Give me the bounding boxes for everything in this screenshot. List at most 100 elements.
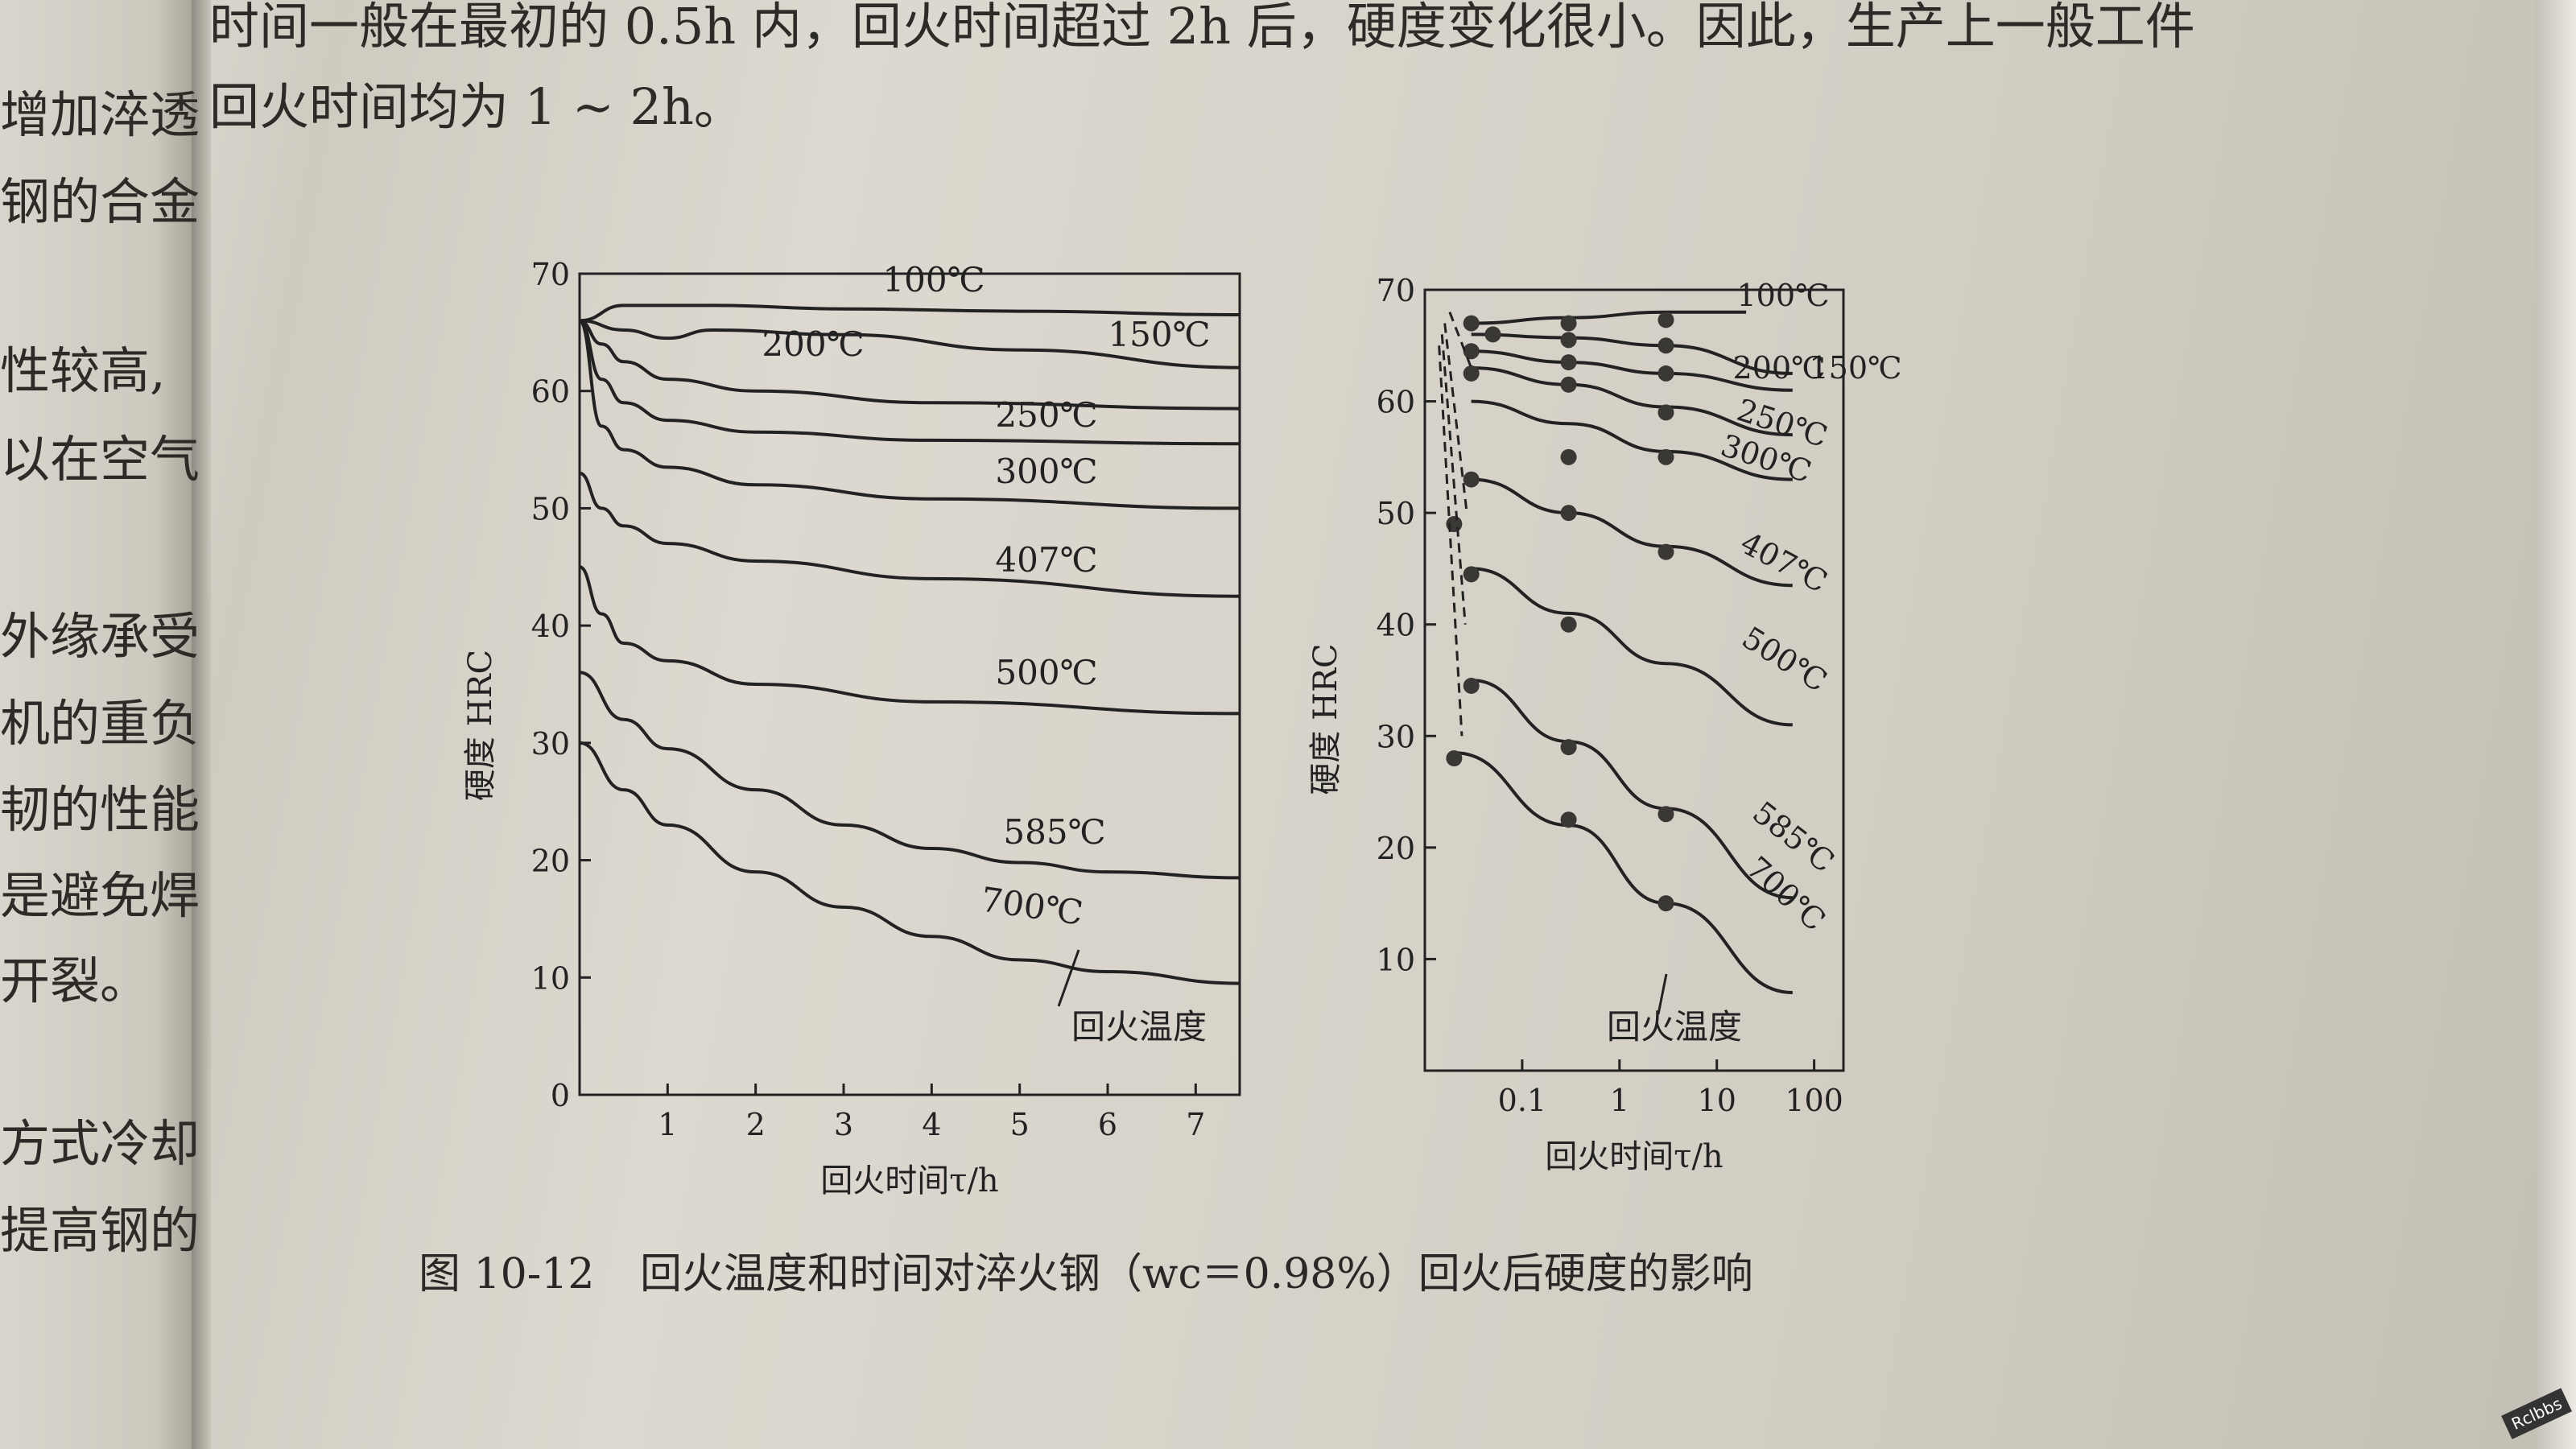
data-point	[1657, 404, 1674, 421]
series-line-500℃	[579, 565, 1241, 716]
data-point	[1657, 448, 1674, 465]
margin-text-6: 机的重负	[0, 694, 200, 753]
margin-text-11: 提高钢的	[0, 1201, 200, 1260]
x-tick-label: 2	[746, 1107, 766, 1142]
data-point	[1463, 677, 1480, 694]
page-edge	[2536, 0, 2576, 1449]
x-tick-label: 5	[1010, 1107, 1030, 1142]
margin-text-1: 增加淬透	[0, 85, 200, 144]
x-tick-label: 7	[1186, 1107, 1205, 1142]
annotation-label: 回火温度	[1071, 1007, 1207, 1046]
series-label: 500℃	[995, 653, 1097, 692]
data-point	[1560, 505, 1577, 522]
series-line-150℃	[1471, 332, 1793, 375]
y-tick-label: 50	[531, 491, 570, 526]
series-line-407℃	[1471, 477, 1793, 588]
plot-frame	[1423, 288, 1845, 1072]
annotation-leader	[1057, 949, 1080, 1007]
data-point	[1657, 337, 1674, 354]
data-point	[1560, 616, 1577, 633]
series-line-700℃	[579, 741, 1241, 985]
series-label: 300℃	[995, 452, 1097, 491]
x-tick-label: 100	[1785, 1083, 1843, 1118]
series-label: 250℃	[995, 395, 1097, 435]
annotation-leader	[1657, 973, 1668, 1015]
x-axis-label: 回火时间τ/h	[820, 1162, 998, 1199]
series-label: 100℃	[882, 260, 985, 299]
x-tick-label: 3	[834, 1107, 853, 1142]
series-line-100℃	[1471, 310, 1747, 325]
series-label: 407℃	[1735, 525, 1833, 600]
data-point	[1560, 332, 1577, 349]
y-tick-label: 20	[1377, 831, 1415, 866]
data-point	[1463, 365, 1480, 382]
data-point	[1657, 365, 1674, 382]
book-gutter	[192, 0, 211, 1449]
annotation-label: 回火温度	[1607, 1007, 1742, 1046]
series-line-250℃	[1471, 366, 1793, 437]
margin-text-3: 性较高,	[0, 341, 166, 400]
data-point	[1560, 448, 1577, 465]
y-tick-label: 50	[1377, 496, 1415, 531]
x-tick-label: 4	[922, 1107, 941, 1142]
y-tick-label: 70	[1377, 273, 1415, 308]
data-point	[1657, 543, 1674, 560]
y-tick-label: 40	[531, 609, 570, 644]
series-line-407℃	[579, 471, 1241, 598]
data-point	[1560, 354, 1577, 371]
data-point	[1657, 312, 1674, 328]
y-tick-label: 0	[551, 1078, 570, 1113]
series-label: 150℃	[1809, 350, 1901, 386]
y-tick-label: 60	[531, 374, 570, 410]
series-label: 150℃	[1108, 315, 1210, 354]
top-text-line-2: 回火时间均为 1 ~ 2h。	[209, 77, 744, 136]
y-axis-label: 硬度 HRC	[462, 650, 499, 801]
x-tick-label: 10	[1698, 1083, 1736, 1118]
margin-text-7: 韧的性能	[0, 780, 200, 839]
margin-text-8: 是避免焊	[0, 866, 200, 925]
margin-text-5: 外缘承受	[0, 607, 200, 666]
series-label: 200℃	[1732, 350, 1825, 386]
top-text-line-1: 时间一般在最初的 0.5h 内，回火时间超过 2h 后，硬度变化很小。因此，生产…	[209, 0, 2195, 56]
figure-caption: 图 10-12 回火温度和时间对淬火钢（wc＝0.98%）回火后硬度的影响	[419, 1240, 1785, 1300]
data-point	[1560, 376, 1577, 393]
series-label: 700℃	[979, 880, 1086, 933]
series-label: 200℃	[762, 324, 864, 364]
y-tick-label: 60	[1377, 385, 1415, 420]
series-label: 100℃	[1736, 278, 1829, 313]
series-label: 407℃	[995, 540, 1097, 580]
data-point	[1560, 315, 1577, 332]
x-tick-label: 6	[1098, 1107, 1117, 1142]
series-line-100℃	[579, 303, 1241, 323]
margin-text-10: 方式冷却	[0, 1114, 200, 1173]
series-line-300℃	[578, 319, 1241, 510]
margin-text-2: 钢的合金	[0, 172, 200, 231]
y-tick-label: 10	[531, 960, 570, 996]
data-point	[1463, 471, 1480, 488]
data-point	[1463, 343, 1480, 360]
margin-text-4: 以在空气	[0, 430, 200, 489]
x-tick-label: 1	[1610, 1083, 1629, 1118]
series-label: 500℃	[1736, 620, 1833, 699]
data-point	[1560, 739, 1577, 756]
chart-linear-time: 0 10 20 30 40 50 60 70 1 2 3 4 5 6 7 回火时间τ/h 硬度 HRC 100℃ 1…	[462, 257, 1241, 1199]
x-tick-label: 1	[658, 1107, 677, 1142]
left-page	[0, 0, 193, 1449]
series-line-500℃	[1471, 567, 1793, 727]
data-point	[1657, 895, 1674, 912]
quench-dashed-line	[1438, 345, 1463, 737]
quench-dashed-line	[1448, 312, 1473, 369]
quench-dashed-line	[1440, 334, 1467, 625]
figure-title: 回火温度和时间对淬火钢（wc＝0.98%）回火后硬度的影响	[639, 1250, 1753, 1298]
series-line-700℃	[1454, 751, 1793, 994]
data-point	[1463, 566, 1480, 583]
y-tick-label: 40	[1377, 608, 1415, 643]
y-tick-label: 10	[1377, 942, 1415, 977]
data-point	[1446, 750, 1463, 766]
data-point	[1560, 811, 1577, 828]
series-line-200℃	[579, 319, 1241, 411]
series-line-200℃	[1471, 349, 1793, 392]
y-axis-label: 硬度 HRC	[1307, 643, 1344, 795]
series-line-300℃	[1471, 399, 1793, 481]
